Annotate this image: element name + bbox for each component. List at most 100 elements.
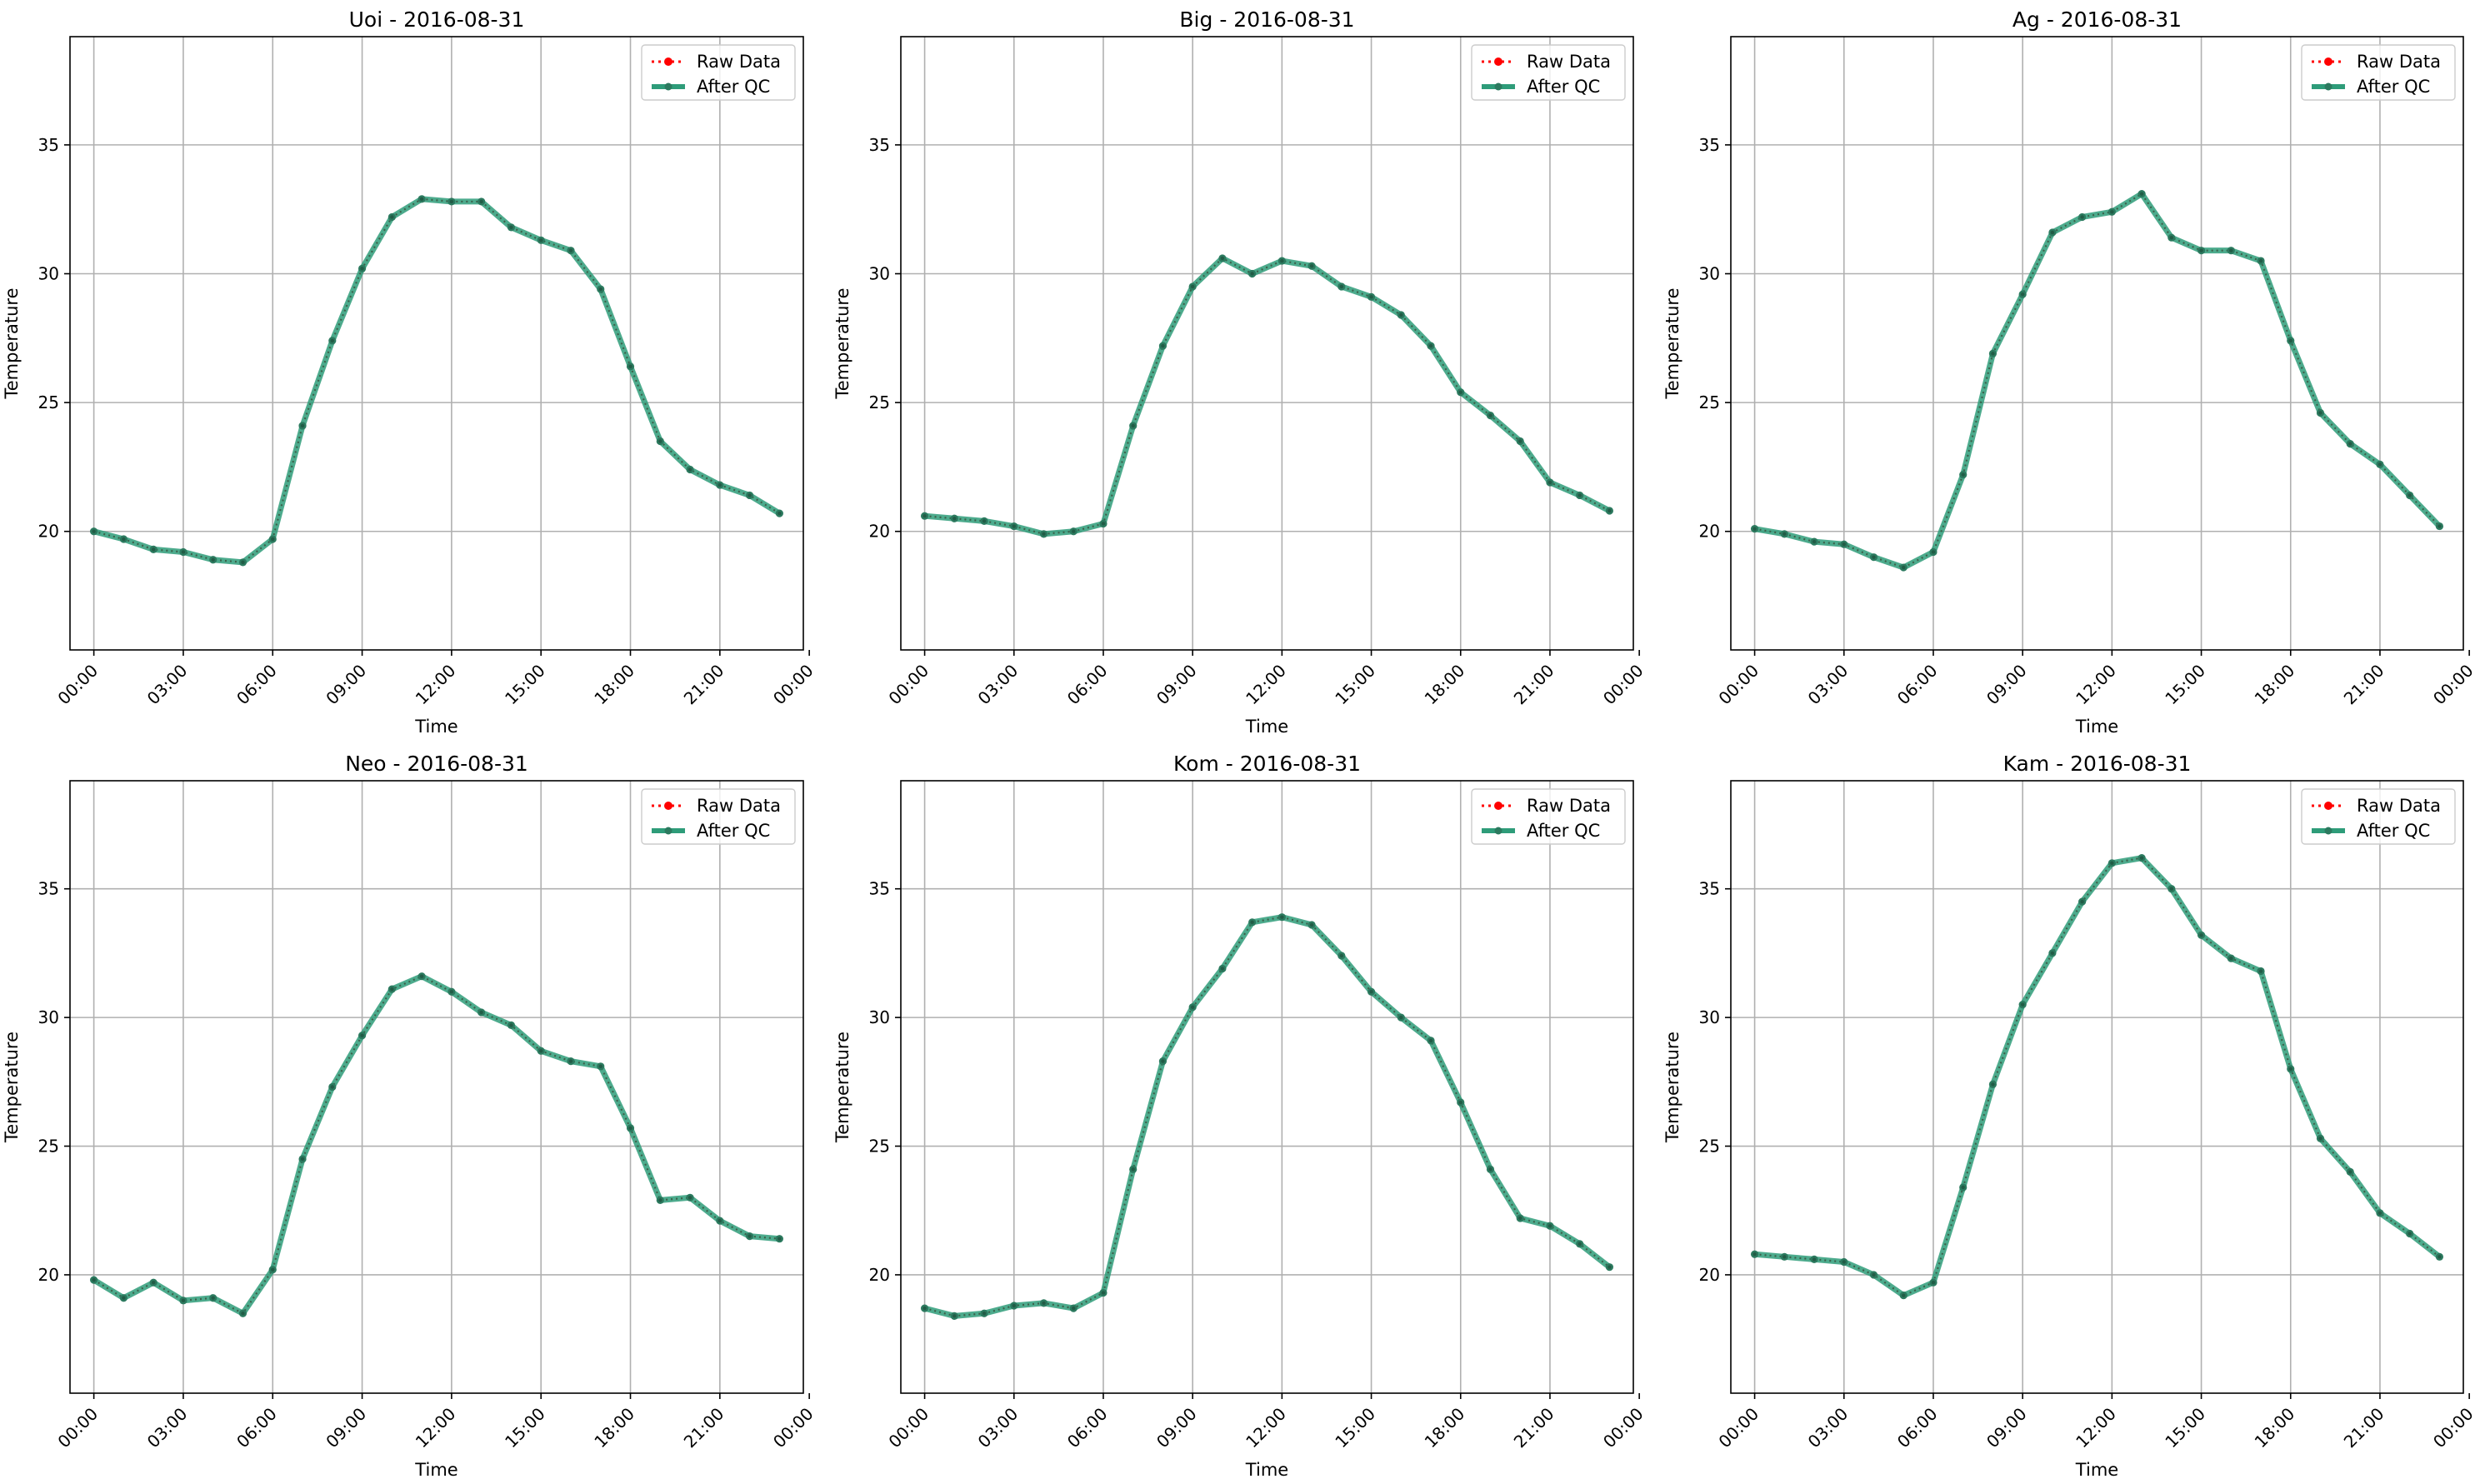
raw-data-point [181, 1298, 186, 1303]
raw-data-point [1131, 423, 1135, 428]
x-tick-label: 03:00 [1804, 661, 1852, 709]
series-after-qc-line [922, 255, 1612, 537]
raw-data-point [2139, 192, 2144, 196]
raw-data-point [1220, 967, 1225, 971]
x-tick-label: 21:00 [2340, 661, 2388, 709]
axes-frame [69, 780, 804, 1394]
x-tick-label: 18:00 [1421, 661, 1469, 709]
x-tick-label: 03:00 [1804, 1404, 1852, 1452]
raw-data-point [1101, 1291, 1106, 1295]
raw-data-point [1428, 1038, 1433, 1043]
raw-data-point [1399, 312, 1403, 317]
raw-data-point [1280, 258, 1284, 263]
raw-data-point [1931, 1281, 1936, 1285]
raw-data-point [1608, 508, 1612, 513]
raw-data-point [300, 1157, 305, 1162]
raw-data-point [1309, 922, 1314, 927]
raw-data-point [1782, 1255, 1787, 1259]
raw-data-point [330, 338, 334, 343]
x-tick-label: 15:00 [1331, 1404, 1379, 1452]
x-tick-label: 00:00 [53, 1404, 102, 1452]
legend-raw-marker [2324, 57, 2332, 66]
series-raw-data-line [924, 257, 1610, 535]
x-axis-label: Time [414, 1460, 458, 1480]
x-tick-label: 18:00 [2251, 1404, 2299, 1452]
raw-data-point [419, 197, 424, 202]
x-axis-label: Time [2075, 717, 2118, 737]
x-tick-label: 00:00 [769, 1404, 818, 1452]
y-tick-label: 35 [38, 135, 59, 155]
series-after-qc-line [91, 196, 782, 566]
series-after-qc-line [1752, 191, 2442, 571]
raw-data-point [2020, 292, 2025, 297]
x-axis-label: Time [1245, 1460, 1288, 1480]
legend: Raw Data After QC [641, 44, 796, 101]
raw-data-point [479, 199, 483, 204]
raw-data-point [390, 215, 394, 219]
raw-data-point [2169, 887, 2174, 891]
raw-data-point [922, 1306, 927, 1311]
x-tick-label: 00:00 [884, 661, 932, 709]
legend-raw-label: Raw Data [1527, 52, 1611, 72]
legend-raw-marker [2324, 802, 2332, 810]
x-tick-label: 12:00 [1242, 1404, 1290, 1452]
raw-data-point [1842, 1260, 1846, 1264]
x-axis-label: Time [2075, 1460, 2118, 1480]
x-tick-label: 09:00 [322, 1404, 370, 1452]
axes-frame [1730, 36, 2464, 651]
raw-data-point [92, 529, 96, 533]
legend-raw-label: Raw Data [2357, 796, 2441, 816]
subplot-6: 00:00 03:00 06:00 09:00 12:00 15:00 18:00 21:00… [1662, 752, 2478, 1480]
series-after-qc-line [91, 973, 782, 1317]
axes-frame [69, 36, 804, 651]
raw-data-point [2378, 1211, 2382, 1216]
legend-qc-marker [2324, 82, 2332, 91]
raw-data-point [1131, 1167, 1135, 1172]
raw-data-point [718, 482, 722, 487]
x-tick-label: 03:00 [143, 1404, 192, 1452]
legend-qc-marker [2324, 827, 2332, 835]
x-tick-label: 15:00 [2161, 661, 2209, 709]
y-tick-label: 30 [869, 264, 890, 284]
legend-raw-label: Raw Data [1527, 796, 1611, 816]
x-tick-label: 00:00 [1599, 661, 1648, 709]
raw-data-point [2050, 230, 2055, 235]
raw-data-point [2169, 236, 2174, 240]
raw-data-point [449, 990, 454, 994]
legend-qc-label: After QC [1527, 821, 1600, 841]
x-tick-label: 06:00 [232, 1404, 281, 1452]
x-axis-label: Time [1245, 717, 1288, 737]
series-after-qc-line [1752, 855, 2442, 1299]
raw-data-point [1842, 542, 1846, 547]
legend: Raw Data After QC [2301, 788, 2456, 845]
raw-data-point [2318, 411, 2322, 415]
x-tick-label: 12:00 [1242, 661, 1290, 709]
raw-data-point [1309, 264, 1314, 268]
raw-data-point [1902, 1293, 1906, 1297]
legend-qc-marker [1494, 82, 1502, 91]
legend-qc-label: After QC [2357, 821, 2430, 841]
raw-data-point [151, 547, 156, 552]
raw-data-point [122, 537, 126, 542]
raw-data-point [1548, 480, 1552, 485]
x-tick-label: 00:00 [1599, 1404, 1648, 1452]
raw-data-point [1488, 413, 1492, 417]
raw-data-point [1782, 532, 1787, 537]
legend: Raw Data After QC [641, 788, 796, 845]
raw-data-point [2110, 861, 2114, 866]
y-axis-label: Temperature [832, 1032, 852, 1143]
x-tick-label: 03:00 [974, 661, 1022, 709]
x-tick-label: 06:00 [232, 661, 281, 709]
y-axis-label: Temperature [1662, 287, 1682, 399]
x-tick-label: 15:00 [1331, 661, 1379, 709]
subplot-4: 00:00 03:00 06:00 09:00 12:00 15:00 18:00 21:00… [2, 752, 818, 1480]
subplot-title: Neo - 2016-08-31 [345, 752, 528, 776]
x-tick-label: 09:00 [1152, 661, 1201, 709]
raw-data-point [2199, 933, 2203, 937]
raw-data-point [1872, 1272, 1876, 1277]
raw-data-point [688, 1196, 692, 1200]
subplot-title: Uoi - 2016-08-31 [349, 7, 525, 32]
raw-data-point [2408, 1232, 2412, 1236]
raw-data-point [568, 1059, 573, 1063]
raw-data-point [1961, 472, 1965, 477]
